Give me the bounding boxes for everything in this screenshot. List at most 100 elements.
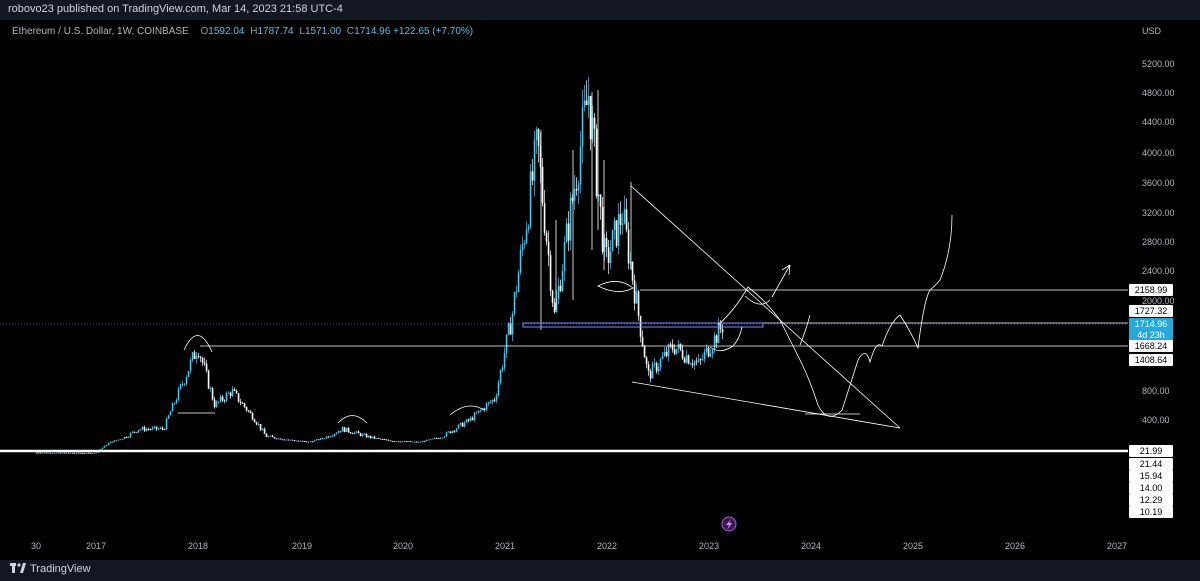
candle-body [659, 359, 662, 368]
candle-body [143, 427, 146, 431]
candle-body [591, 117, 594, 140]
candle-body [115, 440, 118, 442]
candle-body [471, 417, 474, 420]
candle-body [407, 441, 410, 443]
x-tick-label: 2027 [1107, 541, 1127, 551]
price-tag-label: 21.44 [1140, 459, 1163, 469]
candle-body [215, 401, 218, 408]
candle-body [549, 255, 552, 292]
candle-body [91, 453, 94, 454]
candle-body [77, 452, 80, 454]
candle-body [305, 441, 308, 443]
candle-body [703, 351, 706, 360]
candle-body [267, 436, 270, 438]
candle-body [57, 452, 60, 454]
candle-body [393, 441, 396, 443]
candle-body [513, 292, 516, 314]
candle-body [519, 250, 522, 273]
candle-body [311, 441, 314, 443]
publish-bar: robovo23 published on TradingView.com, M… [0, 0, 1200, 20]
hook-annotation [709, 326, 743, 352]
x-tick-label: 2019 [292, 541, 312, 551]
y-tick-label: 4000.00 [1142, 148, 1175, 158]
price-tag-label: 12.29 [1140, 495, 1163, 505]
price-tag: 2158.99 [1129, 284, 1173, 296]
x-tick-label: 2026 [1005, 541, 1025, 551]
close-value: 1714.96 [354, 26, 391, 37]
brand[interactable]: TradingView [10, 563, 91, 575]
candle-body [493, 399, 496, 401]
candle-body [395, 441, 398, 443]
lightning-marker[interactable] [721, 516, 737, 532]
candle-body [613, 220, 616, 230]
candle-body [103, 445, 106, 448]
candle-body [665, 351, 668, 357]
candle-body [181, 384, 184, 386]
candle-body [547, 241, 550, 256]
candle-body [39, 452, 42, 454]
candle-body [621, 223, 624, 225]
candle-body [691, 363, 694, 366]
candle-body [713, 335, 716, 350]
candle-body [165, 418, 168, 430]
candle-body [551, 291, 554, 303]
x-tick-label: 2022 [597, 541, 617, 551]
candle-body [379, 438, 382, 440]
horizontal-levels [0, 289, 1128, 453]
candle-body [585, 100, 588, 105]
candle-body [139, 429, 142, 431]
candle-body [507, 323, 510, 335]
candle-body [477, 410, 480, 413]
candle-body [191, 352, 194, 361]
candle-body [367, 435, 370, 438]
candle-body [133, 431, 136, 433]
candle-body [455, 428, 458, 432]
candle-body [255, 422, 258, 425]
candle-body [517, 272, 520, 293]
candle-body [633, 280, 636, 304]
candle-body [375, 438, 378, 440]
candle-body [193, 352, 196, 359]
candle-body [209, 388, 212, 390]
candle-body [581, 106, 584, 147]
candle-body [83, 453, 86, 454]
candle-body [185, 377, 188, 384]
candle-body [307, 441, 310, 443]
price-tag-label: 21.99 [1140, 446, 1163, 456]
candle-body [383, 439, 386, 441]
candle-body [457, 424, 460, 429]
candle-body [397, 441, 400, 443]
candle-body [65, 452, 68, 454]
candle-body [501, 367, 504, 371]
candle-body [463, 422, 466, 427]
x-tick-label: 2017 [86, 541, 106, 551]
high-label: H [250, 26, 258, 37]
ellipse-annotation [597, 281, 634, 292]
candle-body [583, 100, 586, 107]
candle-body [241, 403, 244, 404]
candle-body [257, 424, 260, 425]
price-tag: 1727.32 [1129, 305, 1173, 317]
candle-body [467, 419, 470, 421]
candle-body [123, 437, 126, 439]
candle-body [509, 323, 512, 335]
price-chart[interactable]: USD 5200.00 4800.00 4400.00 4000.00 3600.00 3… [0, 20, 1200, 560]
candle-body [427, 439, 430, 441]
candle-body [499, 370, 502, 383]
x-tick-label: 2023 [699, 541, 719, 551]
candle-body [661, 356, 664, 360]
candle-body [601, 206, 604, 252]
candle-body [179, 384, 182, 389]
candle-body [647, 364, 650, 372]
candle-body [263, 428, 266, 434]
candle-body [663, 351, 666, 357]
candle-body [631, 261, 634, 281]
candle-body [521, 244, 524, 251]
candle-body [131, 431, 134, 433]
candle-body [239, 401, 242, 404]
candle-body [281, 439, 284, 441]
arrow-annotation [771, 264, 791, 298]
candle-body [129, 432, 132, 437]
candle-body [87, 452, 90, 454]
candle-body [527, 227, 530, 230]
